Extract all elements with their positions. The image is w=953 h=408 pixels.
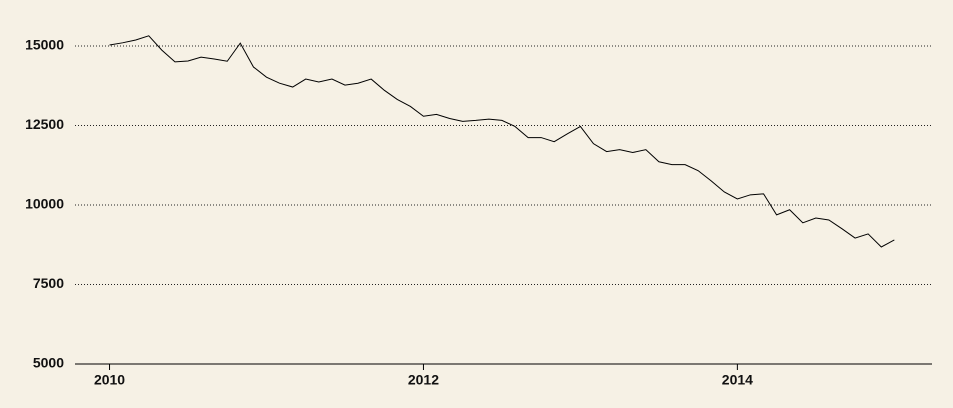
x-tick-label: 2014 <box>722 372 753 388</box>
y-tick-label: 15000 <box>25 37 64 53</box>
line-series <box>109 35 895 248</box>
y-tick-label: 7500 <box>33 275 64 291</box>
y-tick-label: 5000 <box>33 355 64 371</box>
y-tick-label: 10000 <box>25 196 64 212</box>
x-tick-label: 2010 <box>94 372 125 388</box>
y-tick-label: 12500 <box>25 116 64 132</box>
x-tick-label: 2012 <box>408 372 439 388</box>
